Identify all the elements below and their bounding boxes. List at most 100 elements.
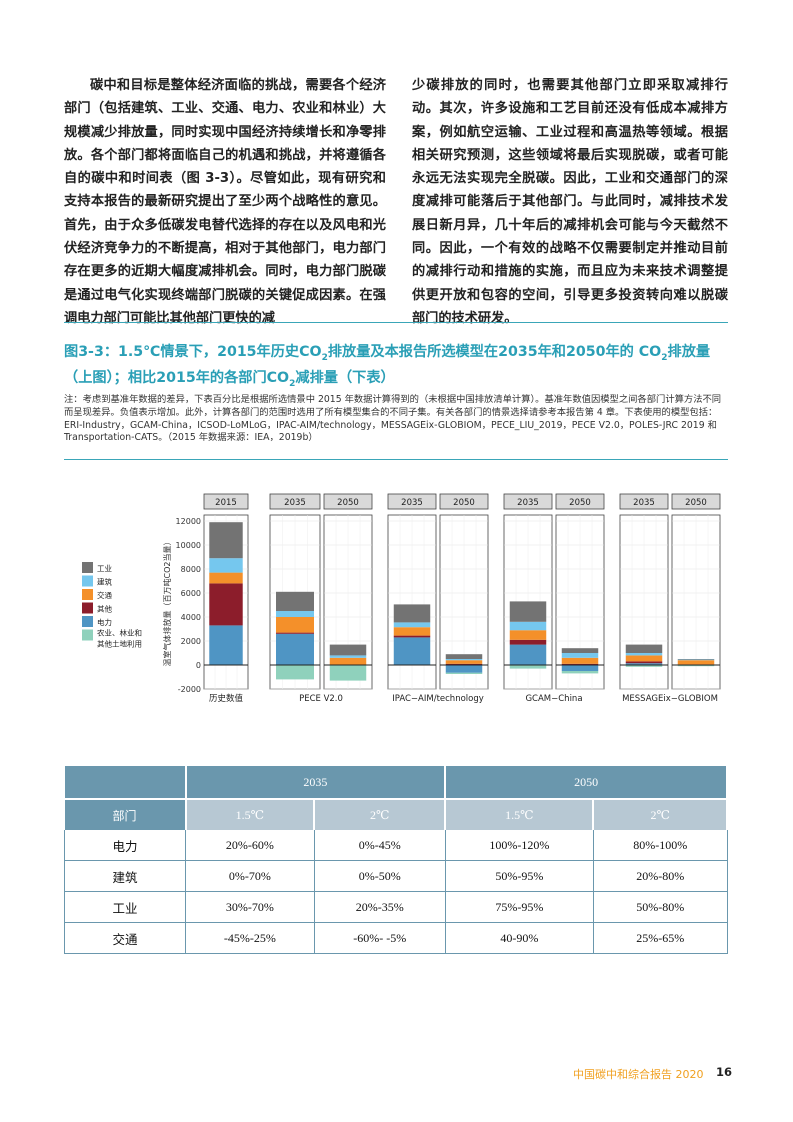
table-cell: 30%-70% (185, 891, 315, 923)
legend-swatch (82, 575, 93, 587)
body-text-right: 少碳排放的同时，也需要其他部门立即采取减排行动。其次，许多设施和工艺目前还没有低… (412, 78, 728, 326)
panel-strip (555, 493, 605, 510)
bar-segment (276, 611, 314, 617)
bar-segment (625, 655, 663, 662)
bar-segment (329, 657, 367, 665)
bar-segment (561, 671, 599, 674)
footer-report-title: 中国碳中和综合报告 2020 (573, 1068, 704, 1081)
table-row: 建筑 0%-70% 0%-50% 50%-95% 20%-80% (64, 860, 728, 892)
table-cell-sector: 电力 (64, 830, 186, 861)
bar-segment (561, 665, 599, 671)
table-corner (64, 766, 187, 799)
bar-segment (209, 522, 243, 559)
bar-segment (329, 644, 367, 656)
bar-segment (445, 663, 483, 665)
panel-year-label: 2015 (215, 498, 237, 508)
bar-segment (276, 632, 314, 634)
bar-segment (561, 648, 599, 653)
bar-segment (677, 660, 715, 665)
group-label: IPAC−AIM/technology (392, 694, 484, 704)
bar-segment (393, 622, 431, 628)
bar-segment (509, 630, 547, 640)
figure-title: 图3-3：1.5℃情景下，2015年历史CO2排放量及本报告所选模型在2035年… (64, 344, 711, 389)
bar-segment (276, 591, 314, 611)
panel-year-label: 2050 (337, 498, 359, 508)
legend-label: 电力 (97, 617, 112, 627)
bar-segment (276, 665, 314, 680)
bar-segment (677, 659, 715, 661)
table-cell-sector: 建筑 (64, 860, 186, 892)
table-cell: 20%-60% (185, 830, 315, 861)
group-label: GCAM−China (525, 694, 582, 704)
bar-segment (445, 654, 483, 659)
panel-strip (439, 493, 489, 510)
bar-segment (276, 633, 314, 665)
table-cell: 75%-95% (445, 891, 594, 923)
bar-segment (393, 637, 431, 665)
legend-label: 其他 (97, 604, 112, 614)
bar-segment (393, 635, 431, 638)
bar-segment (393, 604, 431, 623)
table-cell: 25%-65% (593, 922, 728, 954)
bar-segment (209, 572, 243, 584)
divider-figure (64, 459, 728, 460)
table-cell: 50%-95% (445, 860, 594, 892)
legend-label: 交通 (97, 590, 112, 600)
reduction-table: 2035 2050 部门 1.5℃ 2℃ 1.5℃ 2℃ 电力 20%-60% … (64, 766, 728, 954)
table-scenario-header: 1.5℃ (185, 798, 316, 830)
panel-strip (387, 493, 437, 510)
bar-segment (561, 653, 599, 658)
emissions-chart: -2000 0 2000 4000 6000 8000 10000 12000 温室气体排放量（… (82, 493, 721, 704)
table-scenario-header: 1.5℃ (445, 798, 595, 830)
panel-year-label: 2050 (685, 498, 707, 508)
bar-segment (209, 558, 243, 573)
bar-segment (276, 617, 314, 633)
bar-segment (677, 665, 715, 667)
legend-label: 工业 (97, 563, 112, 573)
y-tick-label: 4000 (181, 613, 201, 622)
table-year-2050: 2050 (445, 766, 728, 799)
legend-label: 农业、林业和 (97, 628, 142, 638)
table-cell: 0%-50% (314, 860, 446, 892)
table-year-2035: 2035 (185, 766, 447, 799)
divider-top (64, 322, 728, 323)
group-label: PECE V2.0 (299, 694, 343, 704)
bar-segment (509, 639, 547, 645)
panel-year-label: 2035 (517, 498, 539, 508)
table-cell: 50%-80% (593, 891, 728, 923)
table-row: 工业 30%-70% 20%-35% 75%-95% 50%-80% (64, 891, 728, 923)
panel-strip (269, 493, 321, 510)
y-tick-label: 8000 (181, 565, 201, 574)
bar-segment (677, 659, 715, 660)
legend-label: 建筑 (97, 577, 112, 587)
table-cell-sector: 交通 (64, 922, 186, 954)
bar-segment (209, 625, 243, 665)
group-label: MESSAGEix−GLOBIOM (622, 694, 718, 704)
y-axis-label: 温室气体排放量（百万吨CO2当量） (162, 538, 172, 667)
legend-swatch (82, 602, 93, 614)
bar-segment (329, 665, 367, 681)
bar-segment (509, 621, 547, 631)
page-number: 16 (716, 1065, 733, 1079)
table-cell: 20%-35% (314, 891, 446, 923)
bar-segment (445, 660, 483, 664)
table-cell: 0%-70% (185, 860, 315, 892)
bar-segment (625, 644, 663, 653)
bar-segment (625, 661, 663, 664)
legend-swatch (82, 616, 93, 627)
bar-segment (561, 657, 599, 664)
panel-year-label: 2050 (569, 498, 591, 508)
table-cell: 80%-100% (593, 830, 728, 861)
bar-segment (329, 655, 367, 658)
figure-note: 注：考虑到基准年数据的差异，下表百分比是根据所选情景中 2015 年数据计算得到… (64, 394, 722, 444)
table-cell: 100%-120% (445, 830, 594, 861)
bar-segment (561, 663, 599, 665)
table-row: 交通 -45%-25% -60%- -5% 40-90% 25%-65% (64, 922, 728, 954)
bar-segment (209, 583, 243, 626)
legend-swatch (82, 589, 93, 600)
table-cell: 0%-45% (314, 830, 446, 861)
bar-segment (393, 627, 431, 636)
bar-segment (445, 659, 483, 661)
panel-year-label: 2035 (633, 498, 655, 508)
panel-strip (503, 493, 553, 510)
